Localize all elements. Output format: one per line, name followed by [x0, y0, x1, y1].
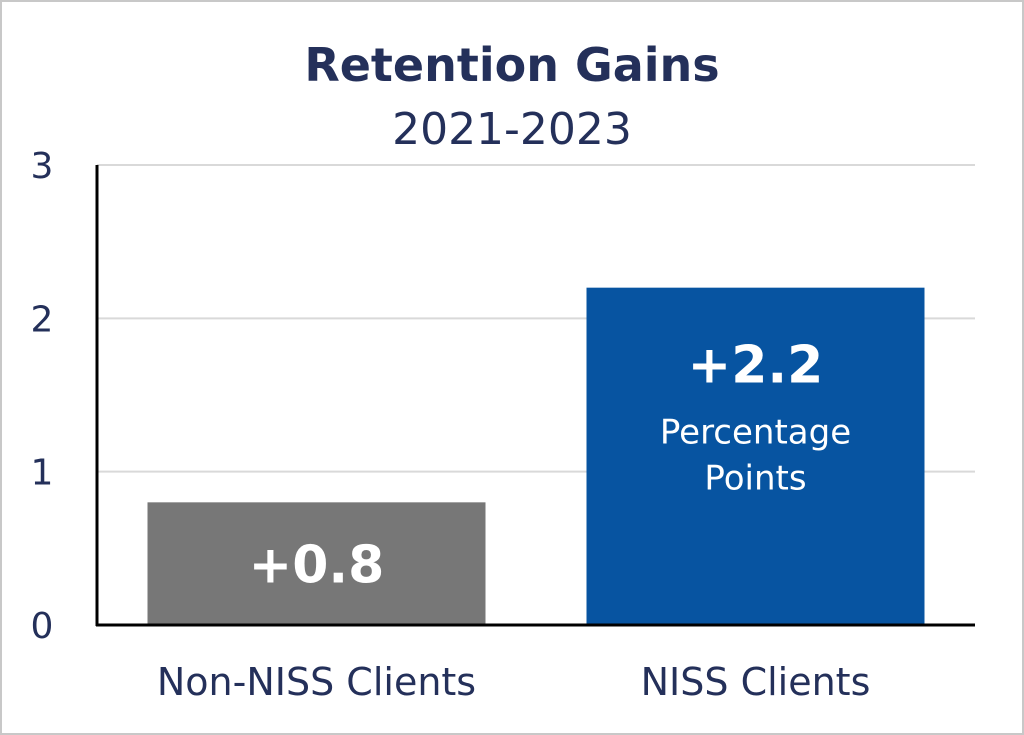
data-label: +2.2 — [688, 336, 824, 396]
y-tick-label: 0 — [31, 606, 54, 647]
chart-subtitle: 2021-2023 — [392, 104, 632, 155]
y-tick-label: 3 — [31, 146, 54, 187]
y-tick-label: 2 — [31, 299, 54, 340]
data-label: +0.8 — [249, 536, 385, 596]
bar — [586, 287, 925, 625]
bar — [147, 502, 486, 625]
chart-title: Retention Gains — [304, 38, 720, 92]
x-tick-label: NISS Clients — [641, 660, 871, 704]
y-tick-label: 1 — [31, 453, 54, 494]
data-sublabel: Percentage Points — [660, 413, 851, 499]
x-tick-label: Non-NISS Clients — [157, 660, 476, 704]
